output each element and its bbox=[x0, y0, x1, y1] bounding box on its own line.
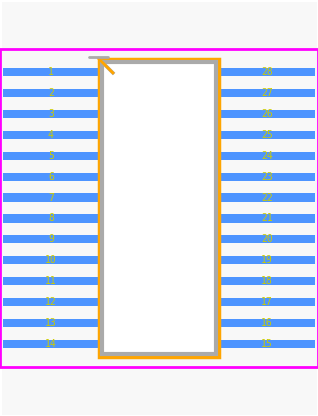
Text: 9: 9 bbox=[48, 234, 54, 244]
Text: 16: 16 bbox=[261, 318, 273, 328]
Bar bbox=[3, 214, 99, 223]
Text: 6: 6 bbox=[48, 172, 54, 182]
Text: 17: 17 bbox=[261, 297, 273, 307]
Bar bbox=[219, 89, 315, 97]
Bar bbox=[219, 256, 315, 264]
Bar bbox=[219, 110, 315, 118]
Text: 18: 18 bbox=[261, 276, 273, 286]
Bar bbox=[99, 59, 219, 357]
Text: 26: 26 bbox=[261, 109, 273, 119]
Text: 10: 10 bbox=[45, 255, 57, 265]
Bar bbox=[219, 277, 315, 285]
Text: 24: 24 bbox=[261, 151, 273, 161]
Bar bbox=[219, 298, 315, 306]
Bar bbox=[3, 277, 99, 285]
Bar bbox=[219, 131, 315, 139]
Text: 8: 8 bbox=[48, 213, 54, 223]
Text: 2: 2 bbox=[48, 88, 54, 98]
Bar bbox=[3, 152, 99, 160]
Text: 15: 15 bbox=[261, 339, 273, 349]
Bar bbox=[3, 173, 99, 181]
Text: 21: 21 bbox=[261, 213, 273, 223]
Text: 11: 11 bbox=[45, 276, 57, 286]
Bar bbox=[102, 62, 216, 354]
Bar bbox=[3, 131, 99, 139]
Bar bbox=[3, 235, 99, 243]
Bar bbox=[3, 193, 99, 202]
Text: 19: 19 bbox=[261, 255, 273, 265]
Text: 23: 23 bbox=[261, 172, 273, 182]
Bar bbox=[3, 340, 99, 348]
Bar bbox=[219, 319, 315, 327]
Text: 22: 22 bbox=[261, 193, 273, 203]
Bar bbox=[3, 256, 99, 264]
Bar bbox=[3, 110, 99, 118]
Text: 3: 3 bbox=[48, 109, 54, 119]
Bar bbox=[219, 68, 315, 76]
Bar bbox=[219, 152, 315, 160]
Text: 4: 4 bbox=[48, 130, 54, 140]
Bar bbox=[219, 235, 315, 243]
Bar bbox=[3, 68, 99, 76]
Bar bbox=[219, 340, 315, 348]
Text: 13: 13 bbox=[45, 318, 57, 328]
Text: 27: 27 bbox=[261, 88, 273, 98]
Bar bbox=[219, 214, 315, 223]
Text: 12: 12 bbox=[45, 297, 57, 307]
Bar bbox=[3, 298, 99, 306]
Bar bbox=[219, 193, 315, 202]
Text: 1: 1 bbox=[48, 67, 54, 77]
Text: 28: 28 bbox=[261, 67, 273, 77]
Bar bbox=[3, 89, 99, 97]
Text: 20: 20 bbox=[261, 234, 273, 244]
Text: 25: 25 bbox=[261, 130, 273, 140]
Bar bbox=[219, 173, 315, 181]
Bar bbox=[3, 319, 99, 327]
Text: 7: 7 bbox=[48, 193, 54, 203]
Text: 5: 5 bbox=[48, 151, 54, 161]
Text: 14: 14 bbox=[45, 339, 57, 349]
